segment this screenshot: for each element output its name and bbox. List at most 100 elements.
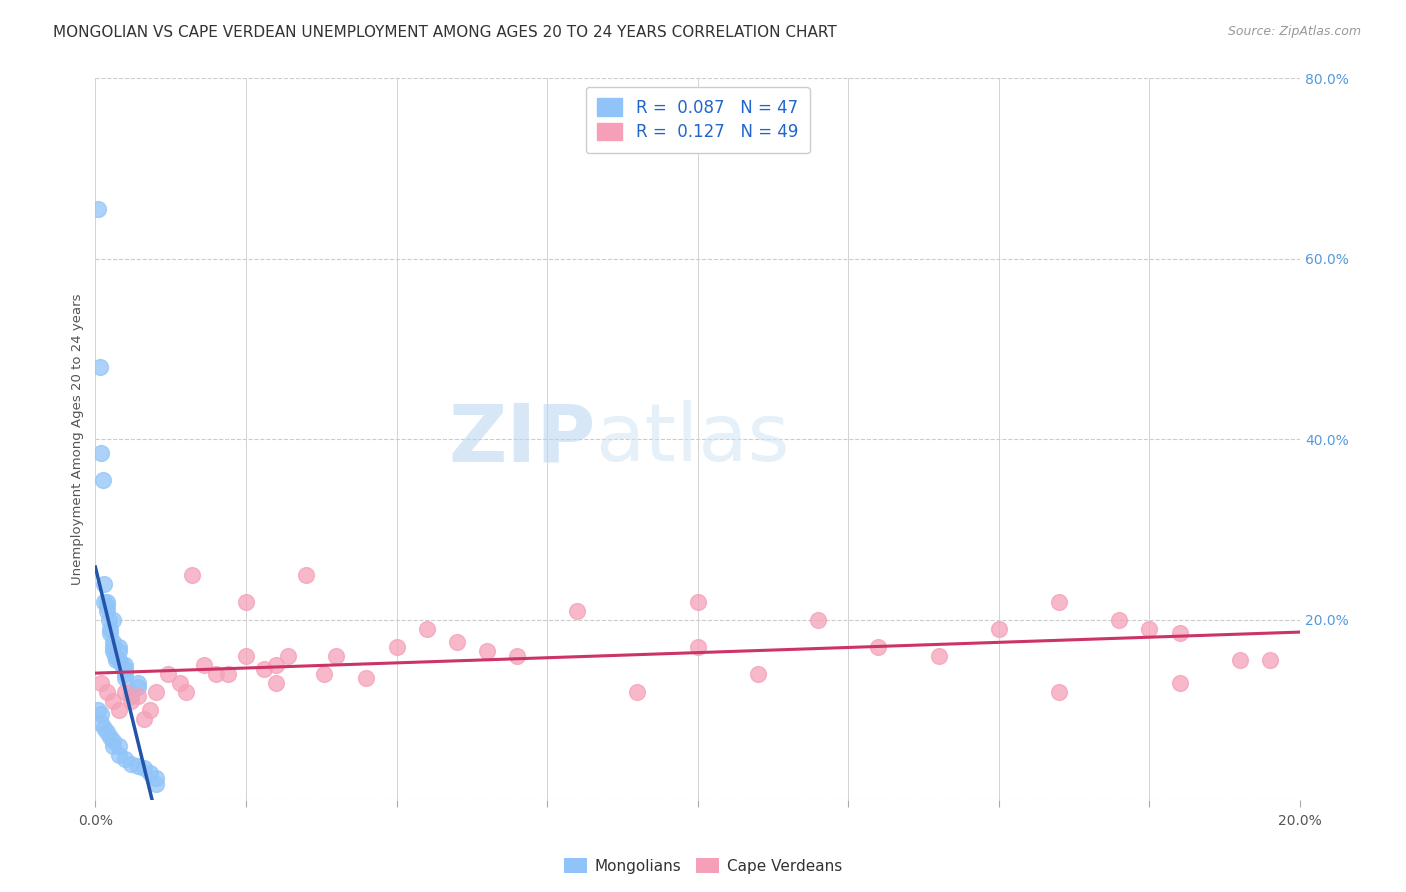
Point: [114, 671, 136, 685]
Point: [277, 648, 299, 663]
Point: [1108, 613, 1130, 627]
Point: [103, 694, 125, 708]
Text: ZIP: ZIP: [449, 401, 595, 478]
Point: [87, 703, 110, 717]
Point: [446, 635, 468, 649]
Point: [105, 653, 128, 667]
Point: [138, 703, 160, 717]
Point: [385, 640, 408, 654]
Point: [295, 567, 318, 582]
Point: [114, 662, 136, 676]
Point: [475, 644, 498, 658]
Point: [253, 662, 276, 676]
Point: [103, 739, 125, 753]
Point: [90, 675, 112, 690]
Point: [1047, 594, 1070, 608]
Point: [174, 685, 197, 699]
Point: [93, 576, 115, 591]
Point: [111, 657, 134, 672]
Point: [506, 648, 529, 663]
Point: [1168, 675, 1191, 690]
Point: [145, 771, 167, 785]
Point: [1139, 622, 1161, 636]
Point: [96, 594, 118, 608]
Point: [108, 644, 131, 658]
Point: [132, 762, 155, 776]
Point: [103, 635, 125, 649]
Legend: Mongolians, Cape Verdeans: Mongolians, Cape Verdeans: [558, 852, 848, 880]
Point: [89, 360, 111, 375]
Point: [121, 685, 143, 699]
Point: [1229, 653, 1251, 667]
Point: [114, 752, 136, 766]
Point: [235, 594, 257, 608]
Point: [807, 613, 830, 627]
Point: [180, 567, 202, 582]
Point: [104, 648, 127, 663]
Point: [127, 681, 149, 695]
Point: [1258, 653, 1281, 667]
Point: [90, 716, 112, 731]
Point: [103, 640, 125, 654]
Point: [103, 644, 125, 658]
Text: atlas: atlas: [595, 401, 790, 478]
Point: [100, 730, 122, 744]
Point: [121, 690, 143, 704]
Legend: R =  0.087   N = 47, R =  0.127   N = 49: R = 0.087 N = 47, R = 0.127 N = 49: [586, 87, 810, 153]
Point: [114, 666, 136, 681]
Point: [96, 685, 118, 699]
Point: [108, 739, 131, 753]
Point: [87, 202, 110, 217]
Point: [100, 622, 122, 636]
Point: [121, 756, 143, 771]
Point: [264, 657, 287, 672]
Point: [987, 622, 1010, 636]
Point: [121, 694, 143, 708]
Point: [356, 671, 378, 685]
Point: [96, 599, 118, 614]
Point: [127, 675, 149, 690]
Point: [93, 594, 115, 608]
Point: [145, 777, 167, 791]
Point: [235, 648, 257, 663]
Point: [1168, 626, 1191, 640]
Point: [127, 758, 149, 772]
Point: [93, 721, 115, 735]
Point: [114, 657, 136, 672]
Point: [108, 703, 131, 717]
Point: [96, 725, 118, 739]
Point: [747, 666, 769, 681]
Point: [156, 666, 179, 681]
Point: [90, 446, 112, 460]
Point: [90, 707, 112, 722]
Point: [145, 685, 167, 699]
Point: [217, 666, 239, 681]
Point: [91, 473, 114, 487]
Point: [97, 613, 120, 627]
Point: [686, 594, 709, 608]
Point: [626, 685, 648, 699]
Point: [103, 613, 125, 627]
Point: [127, 690, 149, 704]
Point: [138, 766, 160, 780]
Point: [96, 604, 118, 618]
Point: [928, 648, 950, 663]
Point: [1047, 685, 1070, 699]
Point: [108, 640, 131, 654]
Point: [108, 653, 131, 667]
Point: [114, 685, 136, 699]
Point: [314, 666, 336, 681]
Point: [108, 747, 131, 762]
Point: [132, 712, 155, 726]
Point: [868, 640, 890, 654]
Point: [264, 675, 287, 690]
Point: [103, 734, 125, 748]
Point: [100, 626, 122, 640]
Text: MONGOLIAN VS CAPE VERDEAN UNEMPLOYMENT AMONG AGES 20 TO 24 YEARS CORRELATION CHA: MONGOLIAN VS CAPE VERDEAN UNEMPLOYMENT A…: [53, 25, 837, 40]
Point: [193, 657, 215, 672]
Y-axis label: Unemployment Among Ages 20 to 24 years: Unemployment Among Ages 20 to 24 years: [72, 293, 84, 585]
Point: [415, 622, 437, 636]
Point: [169, 675, 191, 690]
Point: [567, 604, 589, 618]
Point: [325, 648, 347, 663]
